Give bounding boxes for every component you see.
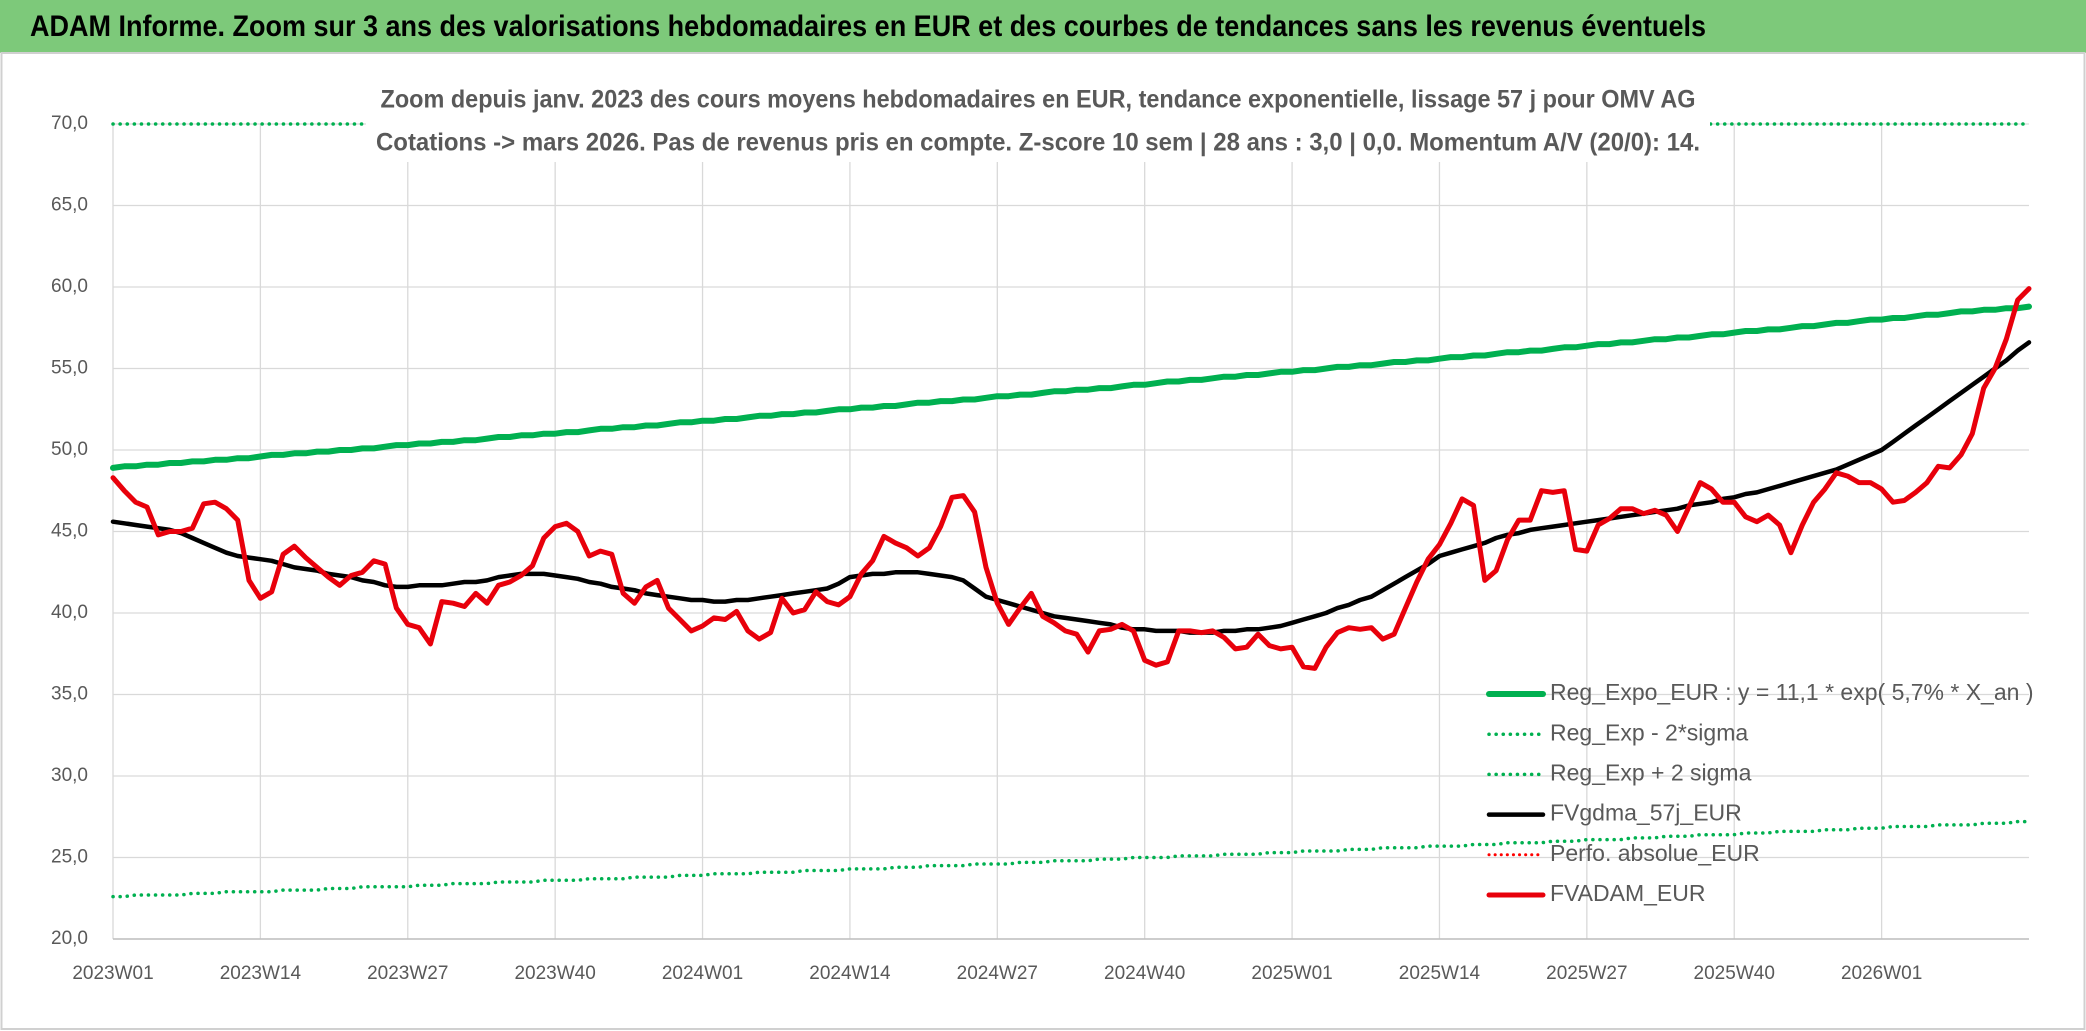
x-tick-label: 2025W27 (1546, 963, 1627, 984)
x-tick-label: 2025W40 (1694, 963, 1775, 984)
legend-label: Reg_Expo_EUR : y = 11,1 * exp( 5,7% * X_… (1550, 679, 2033, 705)
y-tick-label: 45,0 (51, 521, 88, 542)
x-tick-label: 2025W14 (1399, 963, 1481, 984)
subtitle-box (366, 80, 1710, 162)
x-tick-label: 2023W27 (367, 963, 448, 984)
x-tick-label: 2023W40 (514, 963, 595, 984)
legend-label: FVADAM_EUR (1550, 880, 1706, 906)
y-tick-label: 35,0 (51, 684, 88, 705)
x-tick-label: 2023W01 (72, 963, 153, 984)
x-tick-label: 2024W01 (662, 963, 743, 984)
legend-label: Reg_Exp - 2*sigma (1550, 719, 1748, 745)
y-tick-label: 65,0 (51, 195, 88, 216)
y-tick-label: 20,0 (51, 928, 88, 949)
legend-label: Perfo. absolue_EUR (1550, 840, 1760, 866)
y-tick-label: 55,0 (51, 358, 88, 379)
x-tick-label: 2024W14 (809, 963, 891, 984)
y-tick-label: 50,0 (51, 439, 88, 460)
x-tick-label: 2024W40 (1104, 963, 1185, 984)
series-line (110, 340, 2032, 635)
y-tick-label: 25,0 (51, 847, 88, 868)
chart-title: ADAM Informe. Zoom sur 3 ans des valoris… (30, 10, 1706, 43)
x-tick-label: 2023W14 (220, 963, 302, 984)
y-tick-label: 70,0 (51, 113, 88, 134)
x-tick-label: 2025W01 (1251, 963, 1332, 984)
legend: Reg_Expo_EUR : y = 11,1 * exp( 5,7% * X_… (1486, 679, 2033, 906)
subtitle-line: Cotations -> mars 2026. Pas de revenus p… (376, 129, 1700, 157)
grid: 20,0 25,0 30,0 35,0 40,0 45,0 50,0 55,0 60,0 65,0… (51, 113, 2029, 984)
y-tick-label: 60,0 (51, 276, 88, 297)
series-line (110, 286, 2032, 671)
y-tick-label: 30,0 (51, 765, 88, 786)
header-bar (0, 0, 2086, 53)
series-line (110, 303, 2032, 471)
x-tick-label: 2024W27 (957, 963, 1038, 984)
legend-label: Reg_Exp + 2 sigma (1550, 759, 1752, 785)
chart-frame (0, 52, 2086, 1030)
y-tick-label: 40,0 (51, 602, 88, 623)
x-tick-label: 2026W01 (1841, 963, 1922, 984)
series-line (111, 819, 2031, 899)
subtitle-line: Zoom depuis janv. 2023 des cours moyens … (381, 86, 1696, 114)
legend-label: FVgdma_57j_EUR (1550, 800, 1742, 826)
